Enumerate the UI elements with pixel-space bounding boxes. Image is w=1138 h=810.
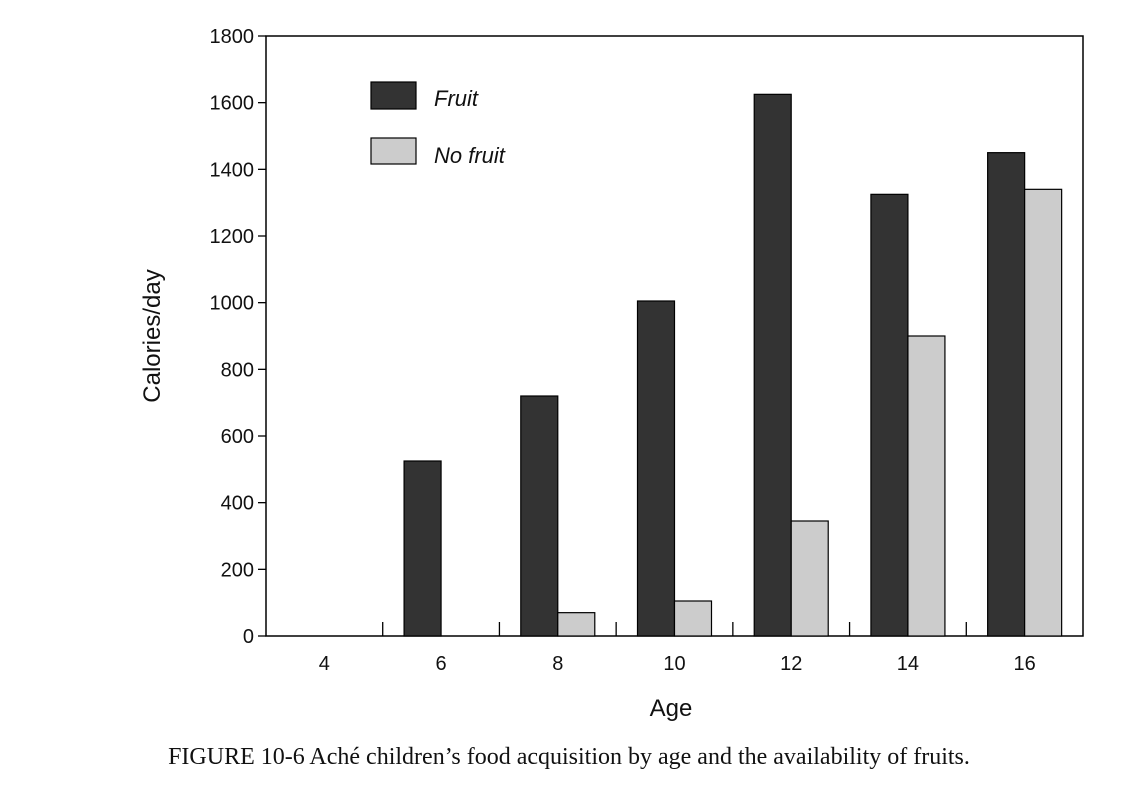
y-axis-title: Calories/day bbox=[139, 269, 166, 402]
y-axis: 0 200 400 600 800 1000 1200 1400 1600 1800 bbox=[210, 26, 266, 648]
bar-fruit bbox=[636, 300, 676, 637]
x-tick-label: 4 bbox=[319, 653, 330, 675]
y-tick-label: 800 bbox=[221, 359, 254, 381]
y-tick-label: 1600 bbox=[210, 93, 255, 115]
legend-label-no-fruit: No fruit bbox=[434, 143, 506, 168]
legend-swatch-no-fruit bbox=[370, 137, 417, 165]
x-tick-label: 14 bbox=[897, 653, 919, 675]
bar-no-fruit bbox=[673, 600, 713, 637]
legend: Fruit No fruit bbox=[370, 81, 506, 168]
bar-fruit bbox=[753, 93, 792, 637]
y-tick-label: 600 bbox=[221, 426, 254, 448]
x-axis: 4 6 8 10 12 14 16 bbox=[319, 622, 1036, 675]
chart: 0 200 400 600 800 1000 1200 1400 1600 1800 4 6 8 10 1… bbox=[139, 26, 1084, 722]
x-tick-label: 16 bbox=[1014, 653, 1036, 675]
bars bbox=[403, 93, 1063, 637]
x-tick-label: 6 bbox=[436, 653, 447, 675]
y-tick-label: 0 bbox=[243, 626, 254, 648]
y-tick-label: 400 bbox=[221, 493, 254, 515]
bar-fruit bbox=[987, 152, 1026, 637]
y-tick-label: 1000 bbox=[210, 293, 255, 315]
bar-fruit bbox=[870, 193, 909, 637]
legend-label-fruit: Fruit bbox=[434, 86, 479, 111]
x-tick-label: 10 bbox=[663, 653, 685, 675]
bar-no-fruit bbox=[790, 520, 829, 637]
bar-fruit bbox=[403, 460, 442, 637]
legend-swatch-fruit bbox=[370, 81, 417, 110]
bar-no-fruit bbox=[907, 335, 946, 637]
y-tick-label: 1200 bbox=[210, 226, 255, 248]
x-axis-title: Age bbox=[650, 695, 693, 722]
y-tick-label: 1800 bbox=[210, 26, 255, 48]
bar-no-fruit bbox=[1024, 188, 1063, 637]
x-tick-label: 8 bbox=[552, 653, 563, 675]
x-tick-label: 12 bbox=[780, 653, 802, 675]
y-tick-label: 1400 bbox=[210, 159, 255, 181]
bar-fruit bbox=[520, 395, 559, 637]
y-tick-label: 200 bbox=[221, 559, 254, 581]
figure-caption: FIGURE 10-6 Aché children’s food acquisi… bbox=[168, 744, 970, 770]
bar-no-fruit bbox=[557, 612, 596, 637]
